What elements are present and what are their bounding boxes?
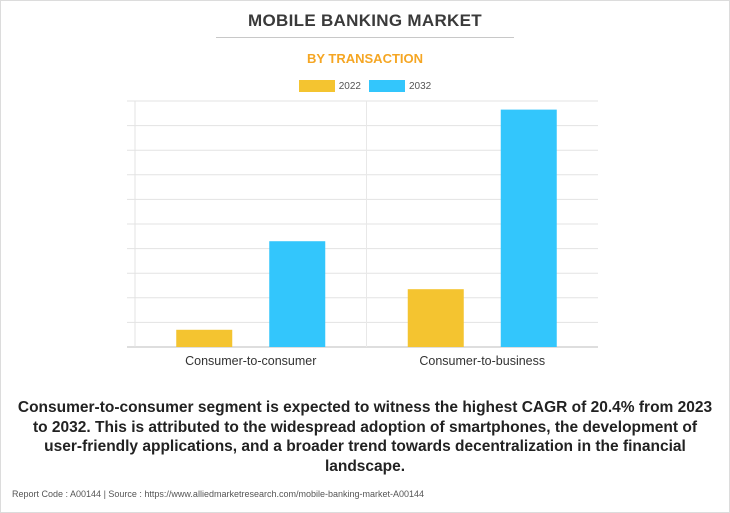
report-footer: Report Code : A00144 | Source : https://… xyxy=(12,489,425,499)
bar-2032-c2b xyxy=(500,109,557,347)
bar-2032-c2c xyxy=(269,241,326,347)
legend-label-2032: 2032 xyxy=(409,80,432,92)
bar-2022-c2b xyxy=(407,289,464,347)
legend-label-2022: 2022 xyxy=(338,80,361,92)
bar-2022-c2c xyxy=(176,329,233,347)
chart-caption: Consumer-to-consumer segment is expected… xyxy=(17,399,713,475)
legend-item-2032: 2032 xyxy=(369,80,431,92)
title-divider xyxy=(216,37,514,38)
legend-swatch-2032 xyxy=(369,80,405,92)
chart-title: MOBILE BANKING MARKET xyxy=(248,11,482,30)
x-tick-label: Consumer-to-consumer xyxy=(185,354,316,368)
legend-item-2022: 2022 xyxy=(298,80,361,92)
legend-swatch-2022 xyxy=(298,80,335,92)
bar-chart: Consumer-to-consumer Consumer-to-business xyxy=(127,100,598,368)
chart-legend: 2022 2032 xyxy=(0,80,730,92)
x-tick-label: Consumer-to-business xyxy=(419,354,545,368)
chart-subtitle: BY TRANSACTION xyxy=(306,51,424,66)
